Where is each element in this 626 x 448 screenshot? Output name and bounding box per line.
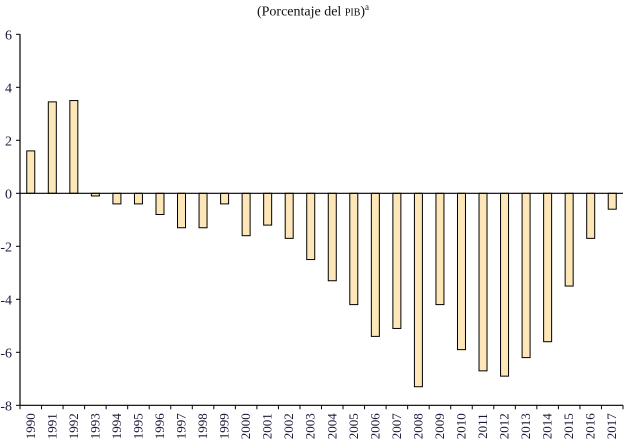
y-tick-label: 6 [5,28,12,43]
bar-2005 [349,192,359,306]
x-tick-label: 2014 [540,413,555,440]
y-tick-label: -6 [0,346,12,361]
x-tick-label: 2007 [389,413,404,440]
bar-2003 [306,192,316,261]
bar-2010 [456,192,466,351]
x-tick-label: 2006 [367,413,382,440]
bar-2017 [607,192,617,210]
y-tick-label: 4 [5,81,12,96]
x-tick-label: 2015 [561,413,576,439]
x-tick-label: 1993 [87,413,102,439]
x-tick-label: 1990 [23,413,38,439]
x-tick-label: 1996 [152,413,167,440]
x-tick-label: 2002 [281,413,296,439]
bar-2012 [500,192,510,377]
x-tick-label: 2017 [604,413,619,440]
x-tick-label: 2005 [346,413,361,439]
bar-2000 [241,192,251,237]
bar-1997 [177,192,187,229]
y-tick-label: 0 [5,187,12,202]
x-tick-label: 2013 [518,413,533,439]
x-tick-label: 2000 [238,413,253,439]
x-tick-label: 1999 [217,413,232,439]
x-tick-label: 2008 [410,413,425,439]
x-tick-label: 2010 [453,413,468,439]
bar-2008 [413,192,423,388]
x-tick-label: 1994 [109,413,124,440]
bar-2006 [370,192,380,337]
title-note: a [365,2,370,12]
x-tick-label: 2003 [303,413,318,439]
bar-2013 [521,192,531,359]
x-tick-label: 2009 [432,413,447,439]
bar-2015 [564,192,574,287]
y-tick-label: -2 [0,240,12,255]
bar-1995 [133,192,143,205]
title-close: ) [360,4,366,20]
chart-title: (Porcentaje del pib)a [0,2,626,21]
x-tick-label: 2001 [260,413,275,439]
x-tick-label: 1998 [195,413,210,439]
x-tick-label: 1995 [130,413,145,439]
x-tick-label: 2016 [583,413,598,440]
bar-1996 [155,192,165,216]
y-tick-label: -4 [0,293,12,308]
bar-2009 [435,192,445,306]
bar-1998 [198,192,208,229]
bar-2002 [284,192,294,239]
y-tick-label: 2 [5,134,12,149]
bar-2014 [543,192,553,343]
x-tick-label: 2004 [324,413,339,440]
x-tick-label: 1992 [66,413,81,439]
title-text: (Porcentaje del [256,4,345,20]
x-tick-label: 1991 [44,413,59,439]
bar-1992 [69,100,79,194]
bar-2016 [586,192,596,239]
bar-2007 [392,192,402,329]
x-tick-label: 2011 [475,413,490,439]
bar-2004 [327,192,337,282]
bar-1990 [26,150,36,194]
x-tick-label: 1997 [174,413,189,440]
title-pib: pib [344,4,361,20]
x-tick-label: 2012 [497,413,512,439]
y-tick-label: -8 [0,399,12,414]
bar-2001 [263,192,273,226]
bar-1991 [47,101,57,194]
bar-1994 [112,192,122,205]
bar-2011 [478,192,488,372]
bar-1999 [220,192,230,205]
